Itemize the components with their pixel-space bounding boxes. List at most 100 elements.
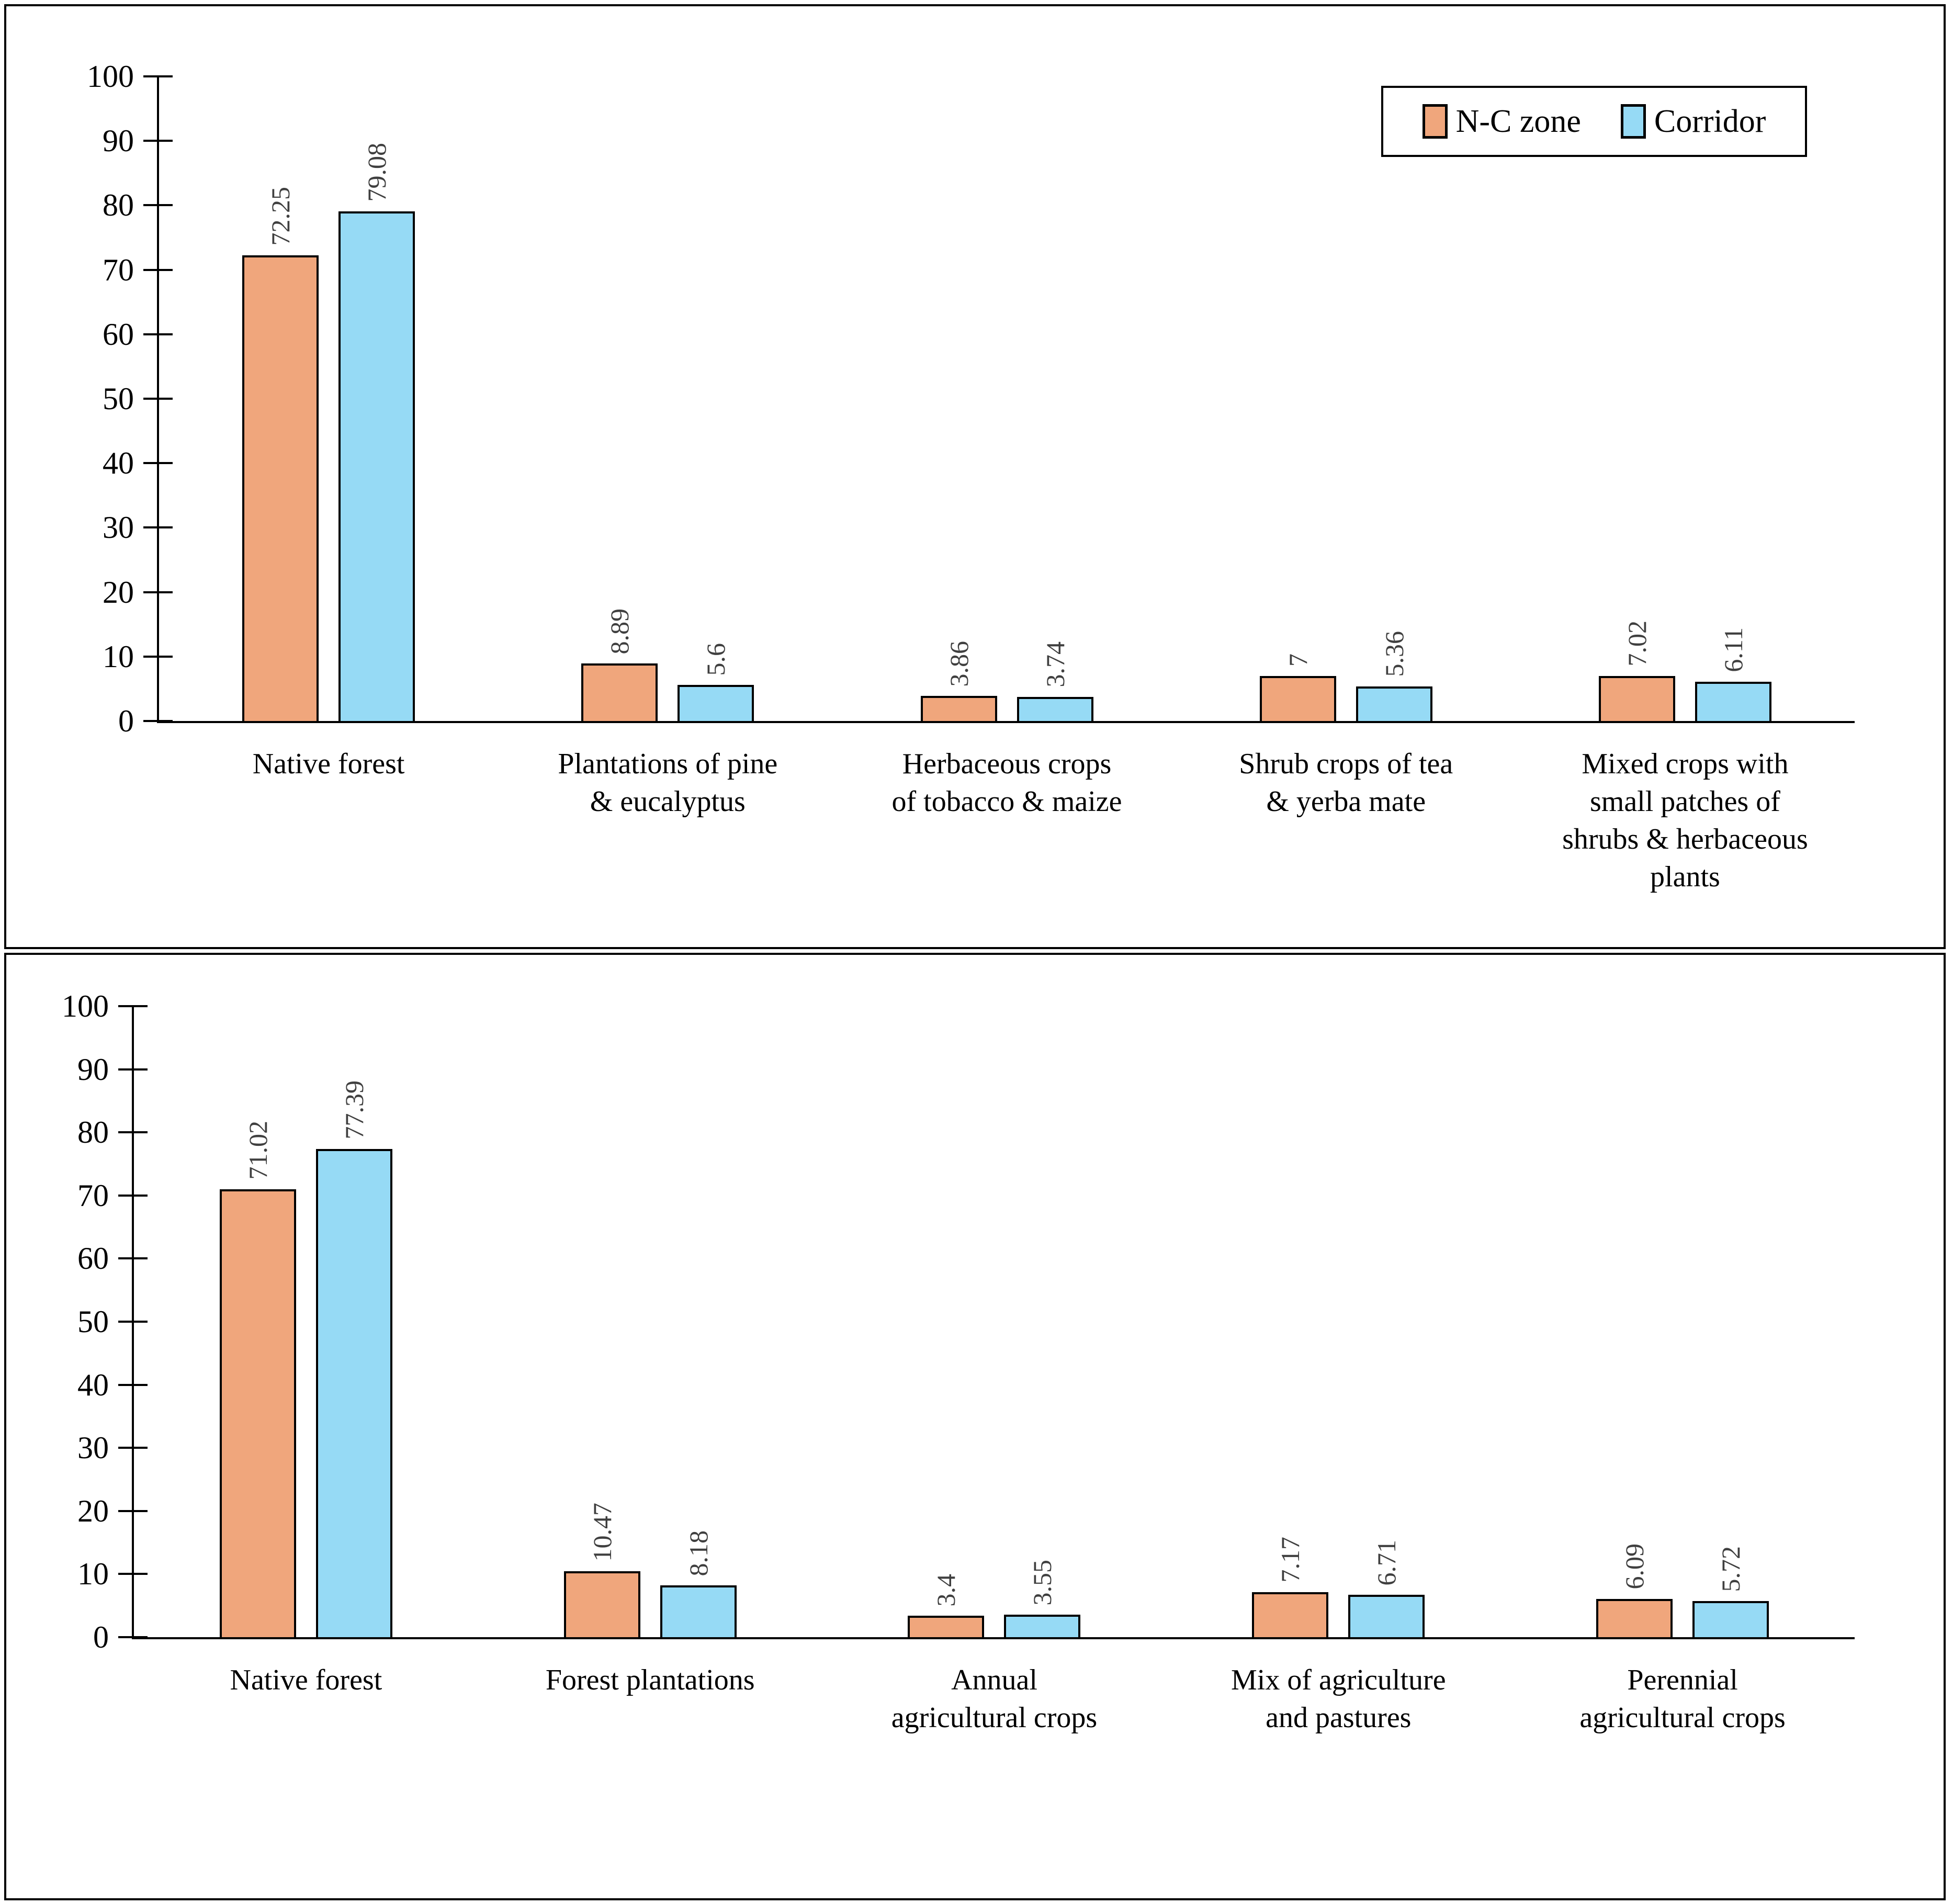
- bar-slot: 3.4: [908, 1006, 985, 1637]
- bar-corridor: [1692, 1601, 1769, 1637]
- category-group: 8.89 5.6: [498, 76, 837, 721]
- legend-label: N-C zone: [1455, 104, 1581, 139]
- y-tick-label: 70: [77, 1178, 109, 1213]
- bar-slot: 8.18: [660, 1006, 737, 1637]
- y-tick-mark: [118, 1131, 148, 1134]
- bar-slot: 71.02: [219, 1006, 296, 1637]
- bar-value-label: 8.89: [605, 608, 635, 655]
- category-label-line: Shrub crops of tea: [1239, 748, 1453, 780]
- y-tick-label: 50: [77, 1304, 109, 1339]
- y-tick-mark: [118, 1194, 148, 1197]
- bar-corridor: [1356, 686, 1432, 721]
- bar-n-c-zone: [1252, 1592, 1329, 1637]
- bar-n-c-zone: [1596, 1598, 1673, 1637]
- bar-n-c-zone: [908, 1616, 985, 1637]
- category-label-line: Native forest: [252, 748, 405, 780]
- bar-value-label: 7.02: [1622, 621, 1652, 667]
- y-tick-label: 90: [103, 123, 134, 159]
- bar-slot: 7.02: [1598, 76, 1675, 721]
- bar-slot: 72.25: [242, 76, 319, 721]
- bar-value-label: 7.17: [1275, 1537, 1305, 1583]
- bar-value-label: 7: [1283, 653, 1313, 667]
- category-label-line: Mixed crops with: [1582, 748, 1789, 780]
- legend-swatch-n-c-zone: [1422, 104, 1448, 139]
- y-tick-label: 10: [77, 1557, 109, 1592]
- bar-slot: 6.09: [1596, 1006, 1673, 1637]
- category-group: 7.17 6.71: [1166, 1006, 1510, 1637]
- y-tick-mark: [143, 655, 173, 658]
- category-group: 7 5.36: [1177, 76, 1516, 721]
- category-group: 7.02 6.11: [1516, 76, 1855, 721]
- bar-n-c-zone: [563, 1571, 640, 1637]
- category-group: 10.47 8.18: [478, 1006, 822, 1637]
- bar-n-c-zone: [242, 255, 319, 721]
- category-label-line: Plantations of pine: [558, 748, 778, 780]
- y-tick-label: 30: [103, 510, 134, 545]
- category-label: Shrub crops of tea & yerba mate: [1177, 745, 1516, 896]
- category-label-line: of tobacco & maize: [891, 785, 1122, 818]
- bar-corridor: [1017, 696, 1093, 721]
- y-tick-label: 80: [77, 1115, 109, 1150]
- bar-n-c-zone: [1598, 675, 1675, 721]
- bar-slot: 79.08: [338, 76, 415, 721]
- y-tick-mark: [143, 140, 173, 142]
- y-tick-mark: [143, 720, 173, 722]
- y-tick-mark: [118, 1447, 148, 1449]
- category-group: 6.09 5.72: [1510, 1006, 1855, 1637]
- y-tick-label: 80: [103, 188, 134, 223]
- category-label-line: Native forest: [230, 1664, 382, 1696]
- y-tick-mark: [118, 1068, 148, 1071]
- category-label: Forest plantations: [478, 1661, 822, 1737]
- chart-panel-top: N-C zone Corridor 0 10 20 30 40 50 60 70 80 90 100 7…: [4, 4, 1946, 949]
- bar-value-label: 6.11: [1718, 627, 1748, 672]
- y-tick-mark: [143, 268, 173, 271]
- bars-area: 71.02 77.39 10.47 8.18 3.4 3.55 7.17 6.71 6.09 5.…: [134, 1006, 1855, 1637]
- y-tick-mark: [143, 333, 173, 335]
- category-label: Native forest: [134, 1661, 478, 1737]
- bar-n-c-zone: [219, 1189, 296, 1637]
- bar-corridor: [1348, 1595, 1425, 1637]
- bar-slot: 7.17: [1252, 1006, 1329, 1637]
- y-tick-label: 30: [77, 1430, 109, 1466]
- category-label: Native forest: [159, 745, 498, 896]
- bar-value-label: 8.18: [683, 1530, 713, 1576]
- category-label-line: Mix of agriculture: [1231, 1664, 1446, 1696]
- bar-value-label: 71.02: [243, 1121, 273, 1180]
- bar-slot: 3.86: [920, 76, 997, 721]
- category-label-line: & eucalyptus: [590, 785, 746, 818]
- category-label: Mix of agriculture and pastures: [1166, 1661, 1510, 1737]
- y-tick-label: 60: [77, 1241, 109, 1276]
- category-label-line: Herbaceous crops: [902, 748, 1112, 780]
- y-tick-mark: [143, 75, 173, 77]
- bar-corridor: [338, 211, 415, 721]
- y-tick-label: 100: [87, 59, 134, 94]
- bar-corridor: [678, 685, 754, 721]
- bar-value-label: 10.47: [587, 1503, 617, 1562]
- y-tick-mark: [143, 398, 173, 400]
- bar-slot: 10.47: [563, 1006, 640, 1637]
- category-label-line: agricultural crops: [1579, 1702, 1786, 1734]
- category-label-line: Perennial: [1627, 1664, 1738, 1696]
- category-group: 3.86 3.74: [837, 76, 1176, 721]
- y-tick-label: 20: [103, 574, 134, 610]
- bar-value-label: 72.25: [266, 187, 296, 246]
- category-group: 72.25 79.08: [159, 76, 498, 721]
- y-tick-mark: [118, 1636, 148, 1638]
- y-tick-mark: [118, 1321, 148, 1323]
- plot-area: 0 10 20 30 40 50 60 70 80 90 100 72.25 79.08 8.89 5.6 3…: [87, 61, 1855, 893]
- y-tick-label: 10: [103, 639, 134, 674]
- y-tick-label: 60: [103, 317, 134, 352]
- bar-value-label: 5.6: [701, 643, 731, 676]
- category-label: Perennial agricultural crops: [1510, 1661, 1855, 1737]
- bar-value-label: 6.09: [1620, 1544, 1650, 1590]
- y-tick-mark: [143, 462, 173, 465]
- legend-label: Corridor: [1654, 104, 1766, 139]
- category-label-line: small patches of: [1589, 785, 1780, 818]
- bar-slot: 3.74: [1017, 76, 1093, 721]
- y-tick-label: 0: [118, 704, 134, 738]
- bar-slot: 5.72: [1692, 1006, 1769, 1637]
- y-tick-mark: [118, 1573, 148, 1575]
- bar-n-c-zone: [920, 696, 997, 721]
- bar-value-label: 3.55: [1028, 1559, 1057, 1606]
- category-label: Plantations of pine & eucalyptus: [498, 745, 837, 896]
